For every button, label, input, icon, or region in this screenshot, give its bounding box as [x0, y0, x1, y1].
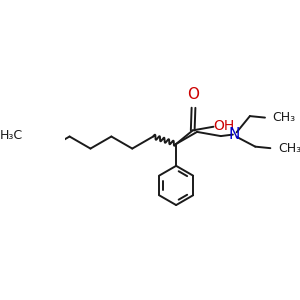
Text: O: O: [188, 87, 200, 102]
Text: N: N: [229, 127, 240, 142]
Text: CH₃: CH₃: [278, 142, 300, 155]
Text: H₃C: H₃C: [0, 128, 23, 142]
Text: CH₃: CH₃: [272, 111, 296, 124]
Text: OH: OH: [213, 119, 235, 133]
